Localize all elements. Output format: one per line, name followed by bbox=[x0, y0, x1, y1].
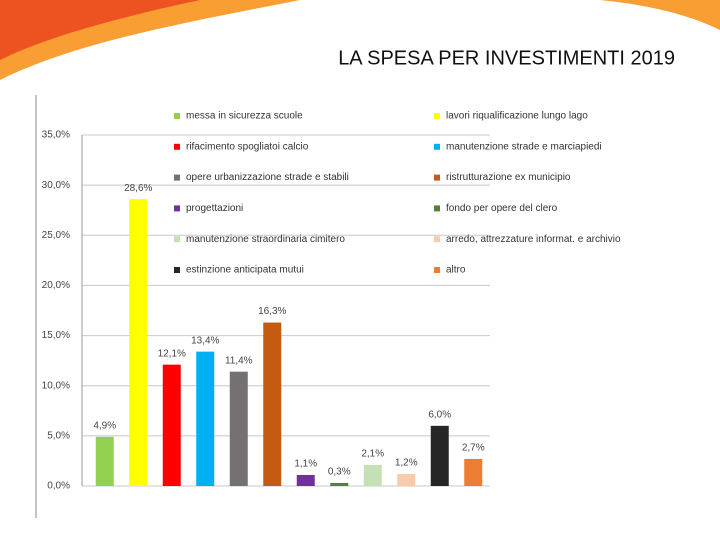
legend-label: ristrutturazione ex municipio bbox=[446, 172, 571, 183]
y-tick-label: 0,0% bbox=[47, 481, 70, 492]
bar bbox=[363, 464, 382, 486]
bar bbox=[229, 371, 248, 486]
y-tick-label: 25,0% bbox=[42, 230, 70, 241]
legend-swatch bbox=[434, 205, 440, 212]
legend-label: altro bbox=[446, 265, 466, 276]
legend-swatch bbox=[434, 113, 440, 119]
bar bbox=[330, 482, 349, 486]
legend-swatch bbox=[434, 267, 440, 273]
y-tick-label: 15,0% bbox=[42, 330, 70, 341]
value-label: 13,4% bbox=[191, 335, 219, 346]
chart-title: LA SPESA PER INVESTIMENTI 2019 bbox=[338, 47, 675, 69]
legend-label: fondo per opere del clero bbox=[446, 203, 558, 214]
value-label: 11,4% bbox=[225, 355, 253, 366]
bar bbox=[430, 425, 449, 486]
y-tick-label: 35,0% bbox=[42, 130, 70, 141]
bar bbox=[397, 473, 416, 486]
bar bbox=[263, 322, 282, 486]
value-label: 0,3% bbox=[328, 467, 351, 478]
legend-label: opere urbanizzazione strade e stabili bbox=[186, 172, 349, 183]
decoration bbox=[0, 0, 200, 60]
value-label: 2,7% bbox=[462, 443, 485, 454]
legend-label: manutenzione strade e marciapiedi bbox=[446, 141, 602, 152]
legend-swatch bbox=[434, 143, 440, 150]
legend-swatch bbox=[434, 174, 440, 181]
legend-swatch bbox=[174, 143, 180, 150]
bar bbox=[196, 351, 215, 486]
legend-swatch bbox=[174, 205, 180, 212]
value-label: 1,1% bbox=[294, 459, 317, 470]
legend-label: arredo, attrezzature informat. e archivi… bbox=[446, 234, 621, 245]
value-label: 12,1% bbox=[158, 348, 186, 359]
value-label: 6,0% bbox=[428, 409, 451, 420]
y-tick-label: 20,0% bbox=[42, 280, 70, 291]
y-tick-label: 5,0% bbox=[47, 430, 70, 441]
value-label: 28,6% bbox=[124, 183, 152, 194]
legend-swatch bbox=[174, 174, 180, 181]
y-tick-label: 10,0% bbox=[42, 380, 70, 391]
value-label: 16,3% bbox=[258, 306, 286, 317]
bar bbox=[464, 458, 483, 486]
legend-label: lavori riqualificazione lungo lago bbox=[446, 111, 588, 122]
legend-label: manutenzione straordinaria cimitero bbox=[186, 234, 345, 245]
legend-label: rifacimento spogliatoi calcio bbox=[186, 141, 309, 152]
bar bbox=[129, 199, 148, 486]
value-label: 1,2% bbox=[395, 458, 418, 469]
legend-swatch bbox=[174, 113, 180, 119]
bar bbox=[296, 474, 315, 486]
value-label: 4,9% bbox=[93, 421, 116, 432]
legend-swatch bbox=[174, 236, 180, 243]
legend-label: messa in sicurezza scuole bbox=[186, 111, 303, 122]
bar bbox=[162, 364, 181, 486]
decoration bbox=[600, 0, 720, 30]
bar bbox=[95, 436, 114, 486]
legend-swatch bbox=[174, 267, 180, 273]
value-label: 2,1% bbox=[361, 449, 384, 460]
y-tick-label: 30,0% bbox=[42, 180, 70, 191]
legend-label: estinzione anticipata mutui bbox=[186, 265, 304, 276]
legend-swatch bbox=[434, 236, 440, 243]
legend-label: progettazioni bbox=[186, 203, 243, 214]
